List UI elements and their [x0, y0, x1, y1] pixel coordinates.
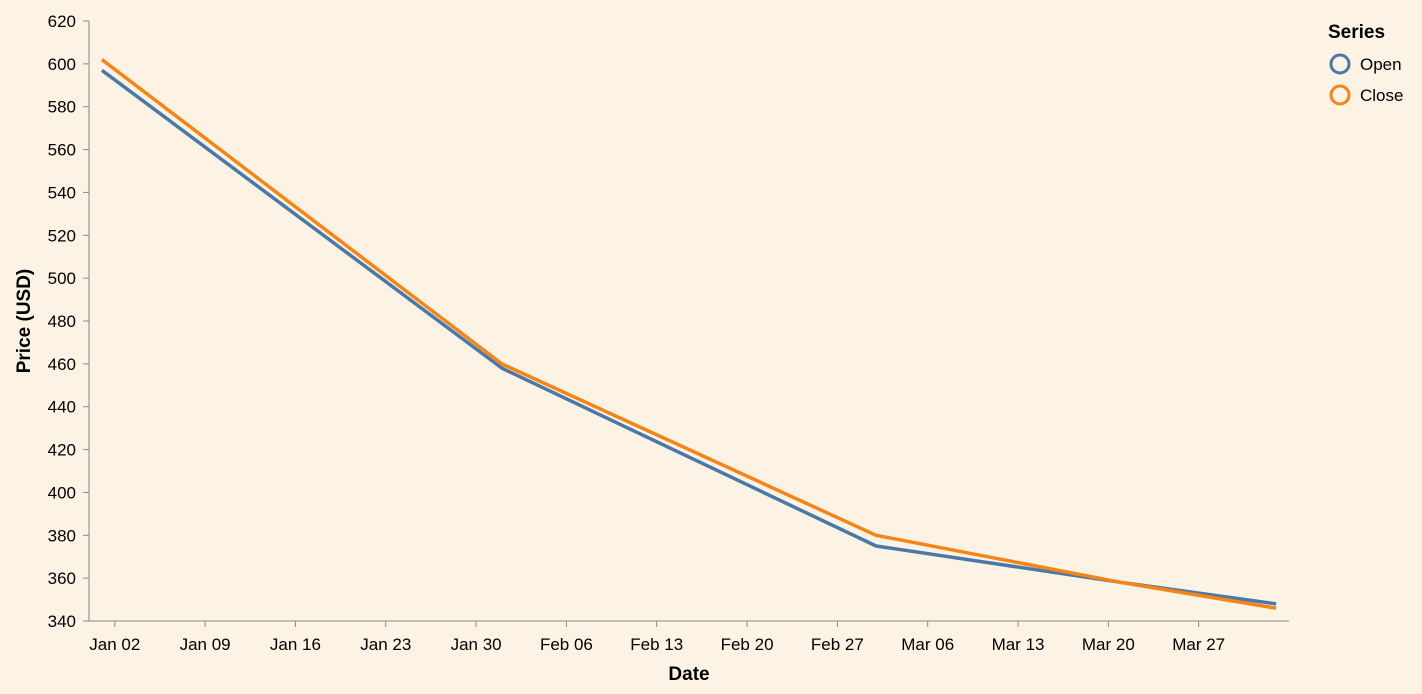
legend-symbol-close: [1329, 84, 1351, 106]
legend-label-open: Open: [1360, 55, 1402, 74]
x-tick-label: Jan 02: [89, 635, 140, 654]
x-tick-label: Mar 20: [1082, 635, 1135, 654]
y-axis-title: Price (USD): [14, 269, 35, 374]
y-tick-label: 580: [48, 98, 76, 117]
y-tick-label: 560: [48, 141, 76, 160]
y-tick-label: 460: [48, 355, 76, 374]
y-axis: 340 360 380 400 420 440 460 480 500 520 540 560 580 6…: [48, 12, 90, 631]
series-line-open: [100, 68, 1277, 606]
series-line-close: [100, 58, 1277, 610]
x-tick-label: Feb 20: [721, 635, 774, 654]
y-tick-label: 620: [48, 12, 76, 31]
y-tick-label: 480: [48, 312, 76, 331]
x-tick-label: Jan 30: [451, 635, 502, 654]
legend-label-close: Close: [1360, 86, 1403, 105]
y-tick-label: 440: [48, 398, 76, 417]
x-tick-label: Jan 23: [360, 635, 411, 654]
legend-symbol-open: [1329, 53, 1351, 75]
x-tick-label: Jan 09: [180, 635, 231, 654]
x-tick-label: Mar 13: [992, 635, 1045, 654]
x-axis-title: Date: [668, 664, 709, 685]
y-tick-label: 520: [48, 226, 76, 245]
plot-area: [100, 58, 1277, 610]
x-tick-label: Mar 27: [1172, 635, 1225, 654]
x-tick-label: Jan 16: [270, 635, 321, 654]
y-tick-label: 340: [48, 612, 76, 631]
x-tick-label: Feb 06: [540, 635, 593, 654]
y-tick-label: 600: [48, 55, 76, 74]
x-tick-label: Mar 06: [901, 635, 954, 654]
y-tick-label: 400: [48, 483, 76, 502]
y-tick-label: 420: [48, 441, 76, 460]
y-tick-label: 500: [48, 269, 76, 288]
x-tick-label: Feb 27: [811, 635, 864, 654]
legend: Series Open Close: [1328, 22, 1403, 106]
x-tick-label: Feb 13: [630, 635, 683, 654]
y-tick-label: 540: [48, 183, 76, 202]
legend-title: Series: [1328, 22, 1385, 43]
y-tick-label: 360: [48, 569, 76, 588]
x-axis: Jan 02 Jan 09 Jan 16 Jan 23 Jan 30 Feb 06 Feb …: [89, 620, 1289, 654]
y-tick-label: 380: [48, 526, 76, 545]
